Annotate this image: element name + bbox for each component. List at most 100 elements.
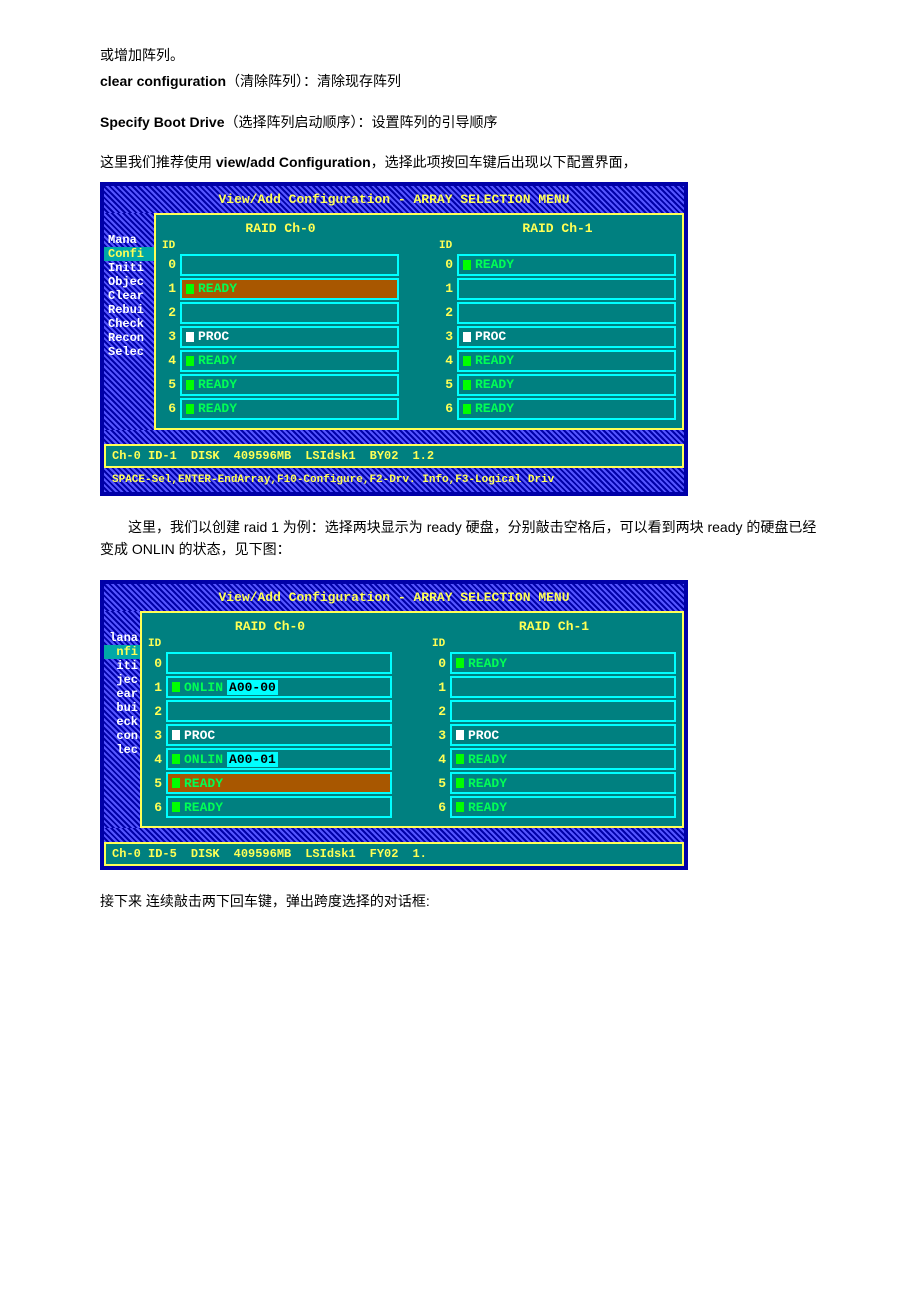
drive-status: PROC <box>475 329 506 344</box>
status-field: DISK <box>191 449 220 463</box>
drive-slot[interactable]: READY <box>457 374 676 396</box>
drive-slot[interactable] <box>180 302 399 324</box>
channel-label: RAID Ch-0 <box>148 619 392 634</box>
drive-status: READY <box>184 776 223 791</box>
drive-slot[interactable]: PROC <box>180 326 399 348</box>
drive-slot[interactable]: PROC <box>450 724 676 746</box>
sidebar-item[interactable]: eck <box>104 715 140 729</box>
drive-status: READY <box>468 656 507 671</box>
drive-slot[interactable]: READY <box>450 748 676 770</box>
led-icon <box>172 730 180 740</box>
drive-status: READY <box>468 776 507 791</box>
bios-sidebar: ManaConfiInitiObjecClearRebuiCheckReconS… <box>104 213 154 430</box>
drive-slot[interactable]: READY <box>180 350 399 372</box>
drive-slot[interactable]: ONLINA00-00 <box>166 676 392 698</box>
sidebar-item[interactable]: Check <box>104 317 154 331</box>
drive-slot[interactable] <box>450 700 676 722</box>
drive-slot[interactable]: READY <box>457 398 676 420</box>
drive-status: ONLIN <box>184 752 223 767</box>
status-field: 1.2 <box>412 449 434 463</box>
drive-slot-row: 1ONLINA00-00 <box>148 676 392 698</box>
drive-slot[interactable]: READY <box>457 254 676 276</box>
sidebar-item[interactable]: bui <box>104 701 140 715</box>
drive-slot-row: 4ONLINA00-01 <box>148 748 392 770</box>
led-icon <box>463 356 471 366</box>
sidebar-item[interactable]: Mana <box>104 233 154 247</box>
drive-slot-row: 2 <box>162 302 399 324</box>
slot-id: 2 <box>148 704 162 719</box>
drive-slot[interactable]: READY <box>166 772 392 794</box>
led-icon <box>456 658 464 668</box>
led-icon <box>456 778 464 788</box>
slot-id: 6 <box>439 401 453 416</box>
id-label: ID <box>162 240 399 252</box>
drive-slot[interactable] <box>180 254 399 276</box>
status-field: DISK <box>191 847 220 861</box>
drive-slot[interactable] <box>457 278 676 300</box>
drive-status: READY <box>198 353 237 368</box>
drive-slot[interactable]: READY <box>450 796 676 818</box>
channel-0: RAID Ch-0 ID 01READY23PROC4READY5READY6R… <box>162 221 399 422</box>
drive-slot-row: 1 <box>432 676 676 698</box>
drive-slot[interactable] <box>166 700 392 722</box>
bios-screenshot-2: View/Add Configuration - ARRAY SELECTION… <box>100 580 688 870</box>
status-field: 409596MB <box>234 847 292 861</box>
drive-slot-row: 5READY <box>439 374 676 396</box>
drive-status: READY <box>198 281 237 296</box>
drive-slot[interactable]: READY <box>450 652 676 674</box>
drive-slot-row: 3PROC <box>432 724 676 746</box>
desc: （选择阵列启动顺序）：设置阵列的引导顺序 <box>224 114 497 130</box>
led-icon <box>172 754 180 764</box>
sidebar-item[interactable]: Confi <box>104 247 154 261</box>
drive-slot-row: 0 <box>148 652 392 674</box>
drive-slot-row: 6READY <box>162 398 399 420</box>
status-field: 409596MB <box>234 449 292 463</box>
drive-slot[interactable]: READY <box>450 772 676 794</box>
sidebar-item[interactable]: Rebui <box>104 303 154 317</box>
doc-line: 这里，我们以创建 raid 1 为例：选择两块显示为 ready 硬盘，分别敲击… <box>100 516 820 561</box>
term-specify-boot: Specify Boot Drive <box>100 114 224 130</box>
drive-slot-row: 5 READY <box>432 772 676 794</box>
drive-status: READY <box>184 800 223 815</box>
sidebar-item[interactable]: jec <box>104 673 140 687</box>
drive-status: READY <box>475 401 514 416</box>
led-icon <box>186 380 194 390</box>
drive-slot[interactable]: READY <box>180 278 399 300</box>
drive-slot[interactable] <box>166 652 392 674</box>
sidebar-item[interactable]: nfi <box>104 645 140 659</box>
sidebar-item[interactable]: lana <box>104 631 140 645</box>
sidebar-item[interactable]: ear <box>104 687 140 701</box>
sidebar-item[interactable]: Selec <box>104 345 154 359</box>
drive-slot[interactable] <box>457 302 676 324</box>
drive-slot-row: 4 READY <box>162 350 399 372</box>
drive-status: READY <box>475 353 514 368</box>
id-label: ID <box>432 638 676 650</box>
sidebar-item[interactable]: Objec <box>104 275 154 289</box>
slot-id: 5 <box>162 377 176 392</box>
sidebar-item[interactable]: Clear <box>104 289 154 303</box>
sidebar-item[interactable]: Initi <box>104 261 154 275</box>
drive-slot-row: 2 <box>432 700 676 722</box>
slot-id: 6 <box>432 800 446 815</box>
drive-slot-row: 4READY <box>439 350 676 372</box>
drive-slot[interactable]: READY <box>180 398 399 420</box>
sidebar-item[interactable]: con <box>104 729 140 743</box>
drive-slot[interactable]: PROC <box>457 326 676 348</box>
slot-id: 0 <box>148 656 162 671</box>
drive-slot[interactable]: READY <box>457 350 676 372</box>
sidebar-item[interactable]: Recon <box>104 331 154 345</box>
status-field: Ch-0 ID-1 <box>112 449 177 463</box>
sidebar-item[interactable]: iti <box>104 659 140 673</box>
drive-slot[interactable]: READY <box>180 374 399 396</box>
slot-id: 5 <box>432 776 446 791</box>
drive-slot[interactable]: PROC <box>166 724 392 746</box>
drive-slot[interactable]: ONLINA00-01 <box>166 748 392 770</box>
sidebar-item[interactable]: lec <box>104 743 140 757</box>
drive-slot[interactable]: READY <box>166 796 392 818</box>
drive-slot-row: 0 <box>162 254 399 276</box>
slot-id: 4 <box>162 353 176 368</box>
drive-status: PROC <box>198 329 229 344</box>
doc-line: clear configuration（清除阵列）：清除现存阵列 <box>100 70 820 92</box>
drive-status: READY <box>468 800 507 815</box>
drive-slot[interactable] <box>450 676 676 698</box>
